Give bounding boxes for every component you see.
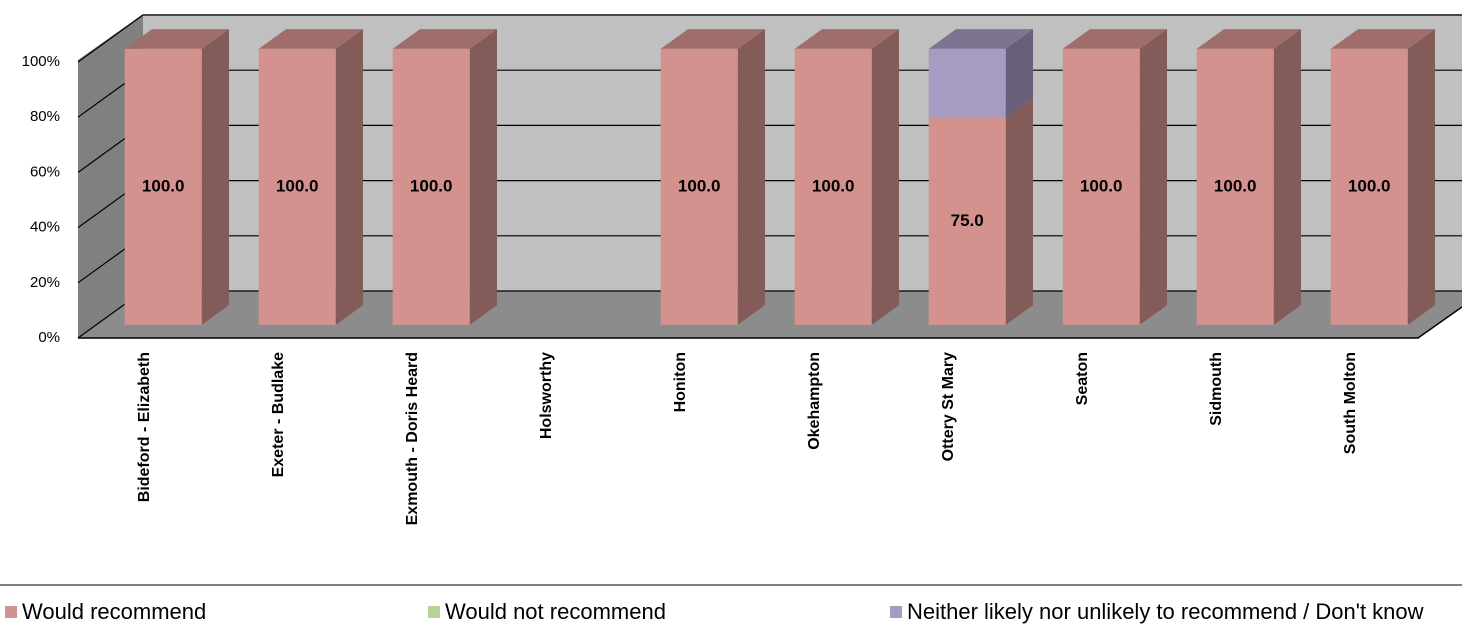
x-tick-label: Exmouth - Doris Heard	[404, 352, 421, 525]
y-tick-label: 100%	[22, 53, 60, 70]
data-label: 100.0	[1214, 176, 1257, 195]
bar-top	[660, 29, 765, 49]
bar	[392, 48, 470, 325]
data-label: 75.0	[951, 211, 984, 230]
y-tick-label: 0%	[38, 329, 60, 346]
x-tick-label: South Molton	[1342, 352, 1359, 454]
legend-swatch	[5, 606, 17, 618]
bar	[928, 117, 1006, 325]
y-tick-label: 80%	[30, 108, 60, 125]
data-label: 100.0	[276, 176, 319, 195]
x-axis-line	[78, 306, 1462, 339]
bar-top	[258, 29, 363, 49]
bar-side	[737, 29, 765, 325]
legend-label: Would not recommend	[445, 599, 666, 624]
bar	[258, 48, 336, 325]
x-tick-label: Exeter - Budlake	[270, 352, 287, 477]
bar-side	[469, 29, 497, 325]
legend-label: Would recommend	[22, 599, 206, 624]
bar	[928, 48, 1006, 118]
x-tick-label: Honiton	[672, 352, 689, 412]
bar	[794, 48, 872, 325]
bar-side	[335, 29, 363, 325]
data-label: 100.0	[1080, 176, 1123, 195]
bar	[660, 48, 738, 325]
bar-top	[124, 29, 229, 49]
bar	[1196, 48, 1274, 325]
bar-side	[871, 29, 899, 325]
bar-top	[1196, 29, 1301, 49]
legend-swatch	[890, 606, 902, 618]
x-tick-label: Ottery St Mary	[940, 352, 957, 461]
legend-label: Neither likely nor unlikely to recommend…	[907, 599, 1424, 624]
bar-top	[794, 29, 899, 49]
bar	[1330, 48, 1408, 325]
data-label: 100.0	[142, 176, 185, 195]
x-tick-label: Bideford - Elizabeth	[136, 352, 153, 502]
bar-side	[1407, 29, 1435, 325]
bar-side	[1005, 29, 1033, 118]
y-tick-label: 60%	[30, 163, 60, 180]
bar-side	[1273, 29, 1301, 325]
x-tick-label: Seaton	[1074, 352, 1091, 405]
bar-side	[1005, 98, 1033, 325]
data-label: 100.0	[1348, 176, 1391, 195]
data-label: 100.0	[812, 176, 855, 195]
y-tick-label: 40%	[30, 219, 60, 236]
bar-top	[1330, 29, 1435, 49]
legend-swatch	[428, 606, 440, 618]
data-label: 100.0	[410, 176, 453, 195]
bar-side	[201, 29, 229, 325]
x-tick-label: Sidmouth	[1208, 352, 1225, 426]
grid-line	[77, 14, 1462, 63]
x-tick-label: Holsworthy	[538, 352, 555, 439]
x-tick-label: Okehampton	[806, 352, 823, 450]
bar	[124, 48, 202, 325]
bar	[1062, 48, 1140, 325]
bar-top	[392, 29, 497, 49]
bar-top	[928, 29, 1033, 49]
bar-side	[1139, 29, 1167, 325]
data-label: 100.0	[678, 176, 721, 195]
bar-top	[1062, 29, 1167, 49]
y-tick-label: 20%	[30, 274, 60, 291]
